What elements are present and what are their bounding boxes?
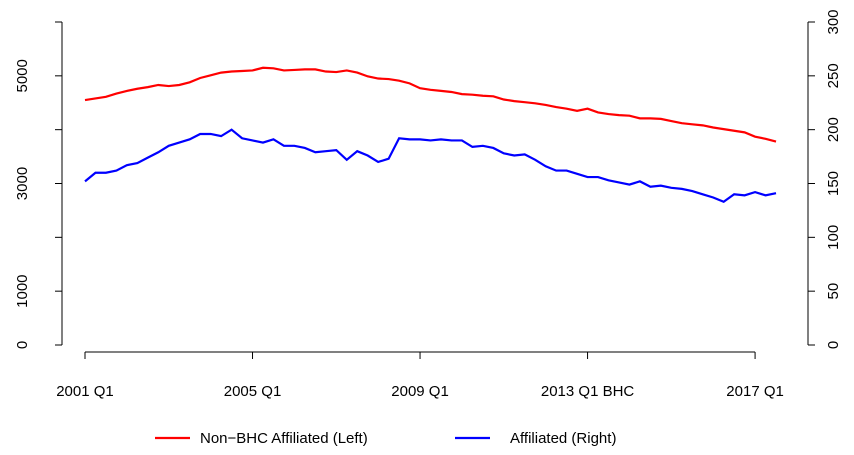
x-tick-label: 2009 Q1 (391, 383, 449, 400)
y-tick-label: 3000 (14, 167, 31, 200)
y2-tick-label: 300 (825, 9, 842, 34)
y-tick-label: 5000 (14, 59, 31, 92)
data-line (84, 66, 777, 143)
x-tick-label: 2013 Q1 BHC (541, 383, 635, 400)
x-tick-label: 2001 Q1 (56, 383, 114, 400)
legend-label: Affiliated (Right) (510, 430, 616, 447)
data-line (84, 128, 777, 204)
x-tick-label: 2005 Q1 (224, 383, 282, 400)
x-tick-label: 2017 Q1 (726, 383, 784, 400)
y2-tick-label: 200 (825, 117, 842, 142)
y2-tick-label: 0 (825, 341, 842, 349)
y2-tick-label: 100 (825, 225, 842, 250)
y-tick-label: 0 (14, 341, 31, 349)
y-tick-label: 1000 (14, 274, 31, 307)
legend-label: Non−BHC Affiliated (Left) (200, 430, 368, 447)
y2-tick-label: 50 (825, 283, 842, 300)
y2-tick-label: 150 (825, 171, 842, 196)
y2-tick-label: 250 (825, 63, 842, 88)
